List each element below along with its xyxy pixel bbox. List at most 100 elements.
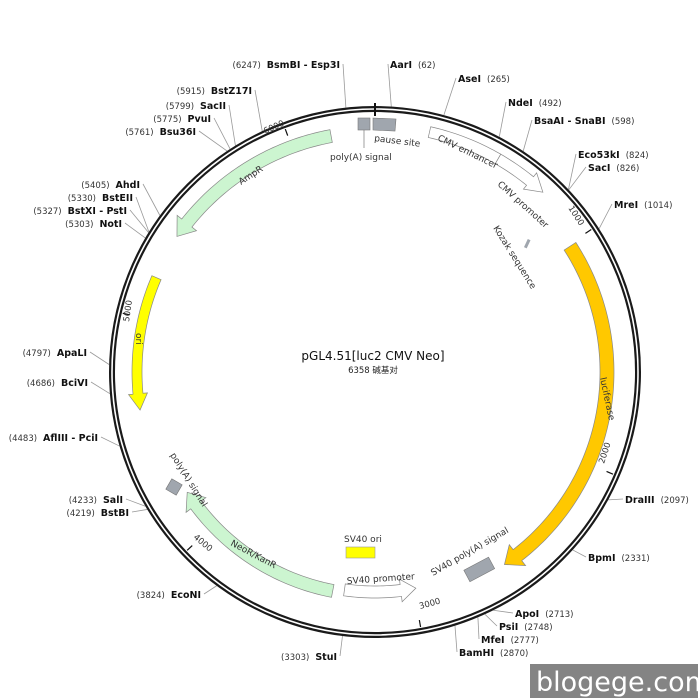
- enzyme-name: MreI: [614, 200, 638, 211]
- tick-mark: [122, 312, 130, 316]
- enzyme-leader: [572, 549, 587, 558]
- enzyme-leader: [608, 498, 624, 501]
- enzyme-position: (4483): [9, 434, 37, 444]
- enzyme-position: (5330): [68, 194, 96, 204]
- enzyme-leader: [522, 119, 533, 152]
- label-ori: ori: [133, 333, 143, 345]
- feature-polya-signal-top[interactable]: [357, 117, 371, 131]
- enzyme-position: (826): [616, 164, 639, 174]
- tick-mark: [585, 229, 592, 234]
- enzyme-name: MfeI: [481, 635, 505, 646]
- enzyme-label[interactable]: (5405) AhdI: [81, 180, 140, 191]
- enzyme-label[interactable]: SacI (826): [588, 163, 639, 174]
- enzyme-position: (4219): [67, 509, 95, 519]
- enzyme-name: PsiI: [499, 622, 518, 633]
- enzyme-label[interactable]: (4483) AflIII - PciI: [9, 433, 98, 444]
- enzyme-label[interactable]: BamHI (2870): [459, 648, 528, 659]
- enzyme-position: (5405): [81, 181, 109, 191]
- feature-sv40-promoter[interactable]: [343, 578, 417, 603]
- enzyme-name: PvuI: [188, 114, 211, 125]
- enzyme-leader: [568, 166, 587, 191]
- feature-pause-site[interactable]: [372, 117, 397, 132]
- enzyme-position: (4686): [27, 379, 55, 389]
- enzyme-label[interactable]: (5761) Bsu36I: [125, 127, 196, 138]
- enzyme-label[interactable]: MfeI (2777): [481, 635, 539, 646]
- enzyme-label[interactable]: Eco53kI (824): [578, 150, 649, 161]
- feature-sv40-ori[interactable]: [345, 546, 376, 559]
- enzyme-label[interactable]: MreI (1014): [614, 200, 672, 211]
- enzyme-position: (5915): [177, 87, 205, 97]
- enzyme-name: BciVI: [61, 378, 88, 389]
- label-kozak-sequence: Kozak sequence: [490, 224, 537, 291]
- enzyme-label[interactable]: (3824) EcoNI: [137, 590, 201, 601]
- feature-ampr[interactable]: [176, 129, 333, 237]
- enzyme-position: (6247): [233, 61, 261, 71]
- enzyme-label[interactable]: (5327) BstXI - PstI: [33, 206, 127, 217]
- enzyme-position: (3824): [137, 591, 165, 601]
- enzyme-label[interactable]: (5775) PvuI: [153, 114, 211, 125]
- tick-mark: [284, 128, 289, 136]
- tick-label-6000: 6000: [262, 119, 286, 137]
- enzyme-position: (492): [539, 99, 562, 109]
- enzyme-name: Bsu36I: [160, 127, 196, 138]
- enzyme-position: (2331): [621, 554, 649, 564]
- enzyme-position: (2097): [661, 496, 689, 506]
- enzyme-label[interactable]: ApoI (2713): [515, 609, 573, 620]
- enzyme-leader: [454, 625, 458, 653]
- enzyme-position: (5327): [33, 207, 61, 217]
- plasmid-name: pGL4.51[luc2 CMV Neo]: [301, 349, 444, 363]
- feature-cmv-promoter[interactable]: [494, 153, 544, 193]
- enzyme-name: NotI: [99, 219, 122, 230]
- enzyme-name: AflIII - PciI: [43, 433, 98, 444]
- enzyme-name: SalI: [103, 495, 123, 506]
- enzyme-name: BpmI: [588, 553, 615, 564]
- enzyme-leader: [142, 183, 161, 216]
- enzyme-label[interactable]: (5799) SacII: [166, 101, 226, 112]
- enzyme-label[interactable]: (3303) StuI: [281, 652, 337, 663]
- enzyme-leader: [198, 130, 228, 152]
- tick-marks: [122, 128, 614, 628]
- enzyme-leader: [477, 617, 480, 640]
- enzyme-label[interactable]: (4686) BciVI: [27, 378, 88, 389]
- label-pause-site: pause site: [374, 134, 422, 150]
- enzyme-label[interactable]: (4219) BstBI: [67, 508, 129, 519]
- enzyme-name: SacI: [588, 163, 610, 174]
- enzyme-label[interactable]: (5303) NotI: [65, 219, 122, 230]
- feature-polya-signal-left[interactable]: [165, 478, 183, 496]
- feature-sv40-polya-signal[interactable]: [463, 556, 496, 583]
- enzyme-name: NdeI: [508, 98, 533, 109]
- enzyme-leader: [342, 63, 347, 108]
- enzyme-name: AarI: [390, 60, 412, 71]
- feature-luciferase[interactable]: [504, 242, 615, 567]
- enzyme-name: BsmBI - Esp3I: [267, 60, 340, 71]
- tick-mark: [418, 619, 422, 628]
- enzyme-label[interactable]: PsiI (2748): [499, 622, 553, 633]
- features: [127, 126, 615, 603]
- enzyme-name: Eco53kI: [578, 150, 620, 161]
- feature-kozak-sequence[interactable]: [523, 238, 531, 249]
- enzyme-name: BstZ17I: [211, 86, 252, 97]
- feature-neor-kanr[interactable]: [185, 491, 335, 598]
- enzyme-label[interactable]: (4233) SalI: [69, 495, 123, 506]
- tick-label-4000: 4000: [191, 533, 214, 555]
- enzyme-name: BstXI - PstI: [68, 206, 127, 217]
- enzyme-name: ApoI: [515, 609, 539, 620]
- enzyme-label[interactable]: (5915) BstZ17I: [177, 86, 252, 97]
- enzyme-position: (1014): [644, 201, 672, 211]
- enzyme-position: (2777): [511, 636, 539, 646]
- enzyme-position: (2870): [500, 649, 528, 659]
- enzyme-label[interactable]: AarI (62): [390, 60, 435, 71]
- enzyme-label[interactable]: (6247) BsmBI - Esp3I: [233, 60, 340, 71]
- enzyme-label[interactable]: BpmI (2331): [588, 553, 650, 564]
- enzyme-label[interactable]: (4797) ApaLI: [23, 348, 87, 359]
- enzyme-leader: [598, 203, 613, 229]
- enzyme-label[interactable]: AseI (265): [458, 74, 510, 85]
- feature-ori[interactable]: [127, 275, 162, 411]
- enzyme-label[interactable]: NdeI (492): [508, 98, 562, 109]
- enzyme-label[interactable]: DraIII (2097): [625, 495, 689, 506]
- tick-mark: [186, 545, 193, 551]
- enzyme-name: BstBI: [101, 508, 129, 519]
- enzyme-label[interactable]: BsaAI - SnaBI (598): [534, 116, 634, 127]
- enzyme-label[interactable]: (5330) BstEII: [68, 193, 133, 204]
- enzyme-position: (2748): [524, 623, 552, 633]
